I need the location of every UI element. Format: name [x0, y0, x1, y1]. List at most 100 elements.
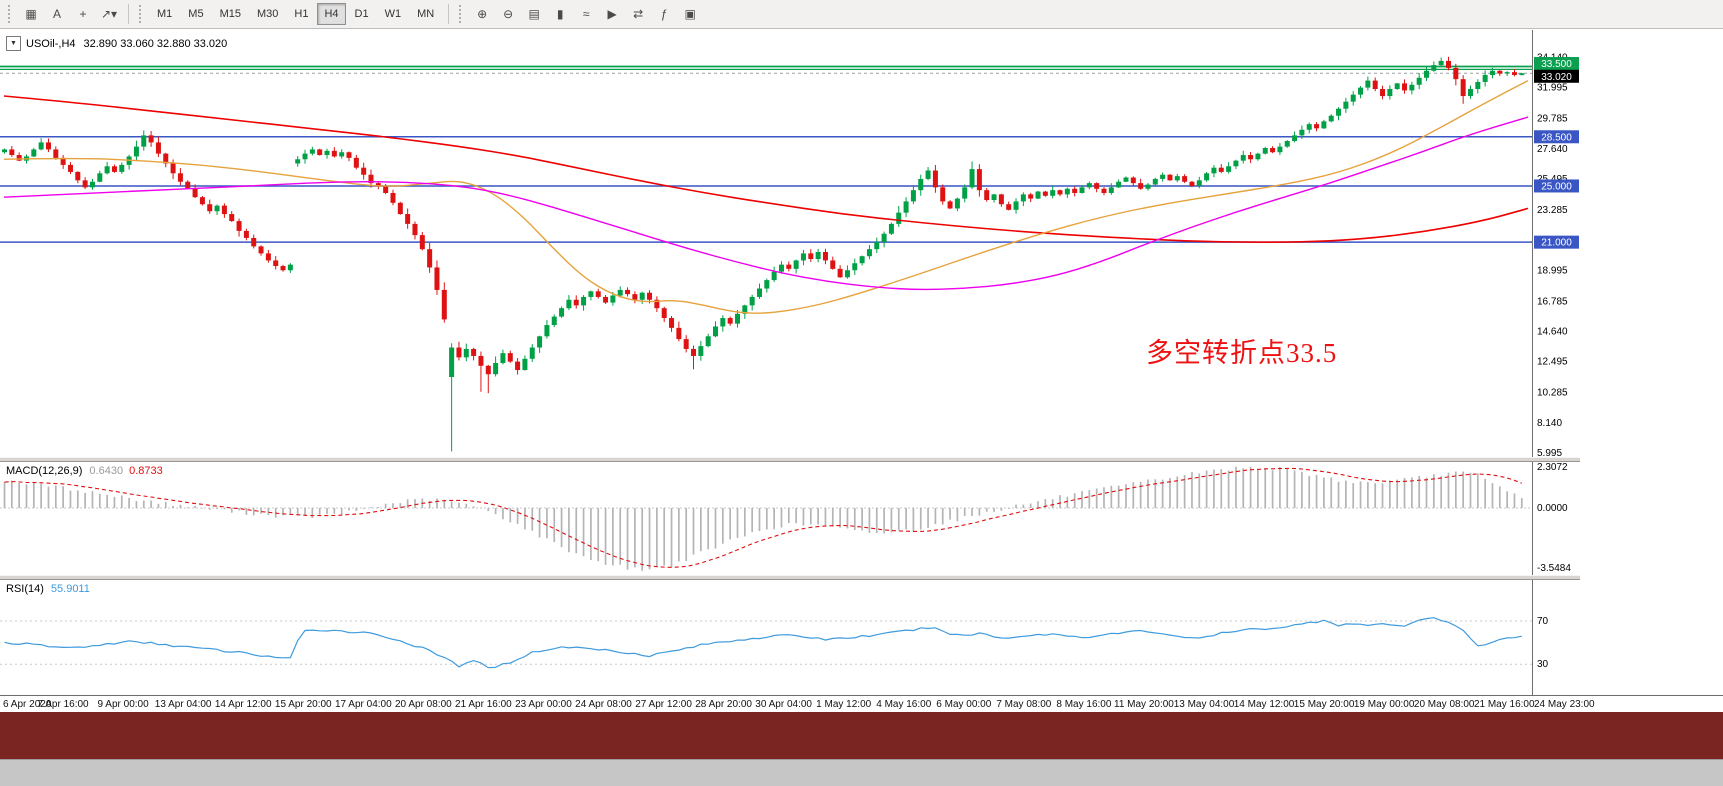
macd-histogram-bar	[1007, 508, 1010, 509]
macd-histogram-bar	[1359, 481, 1362, 508]
candle-body	[698, 346, 704, 356]
main-price-pane[interactable]: 34.14031.99529.78527.64025.49523.28521.1…	[0, 30, 1580, 457]
candle-body	[375, 183, 381, 186]
candlestick-chart-icon[interactable]: ▮	[556, 7, 564, 21]
candle-body	[1160, 174, 1166, 179]
candle-body	[1416, 77, 1422, 85]
timeframe-button-m1[interactable]: M1	[157, 8, 173, 20]
macd-histogram-bar	[678, 508, 680, 562]
candle-body	[361, 167, 367, 175]
candle-body	[1431, 65, 1437, 71]
macd-histogram-bar	[1484, 478, 1487, 508]
toolbar-grip[interactable]	[8, 5, 14, 23]
timeframe-button-m30[interactable]: M30	[256, 8, 279, 20]
toolbar-grip[interactable]	[139, 5, 145, 23]
candle-body	[273, 260, 279, 267]
candle-body	[544, 325, 550, 337]
macd-name: MACD(12,26,9)	[6, 465, 83, 477]
candle-body	[1409, 84, 1415, 91]
bar-chart-icon[interactable]: ▤	[528, 7, 540, 21]
macd-histogram-bar	[919, 508, 922, 530]
macd-histogram-bar	[1440, 476, 1443, 508]
macd-histogram-bar	[729, 508, 732, 540]
charts-grid-icon[interactable]: ▦	[25, 7, 37, 21]
timeframe-button-mn[interactable]: MN	[417, 8, 435, 20]
timeframe-button-h1[interactable]: H1	[294, 8, 309, 20]
macd-histogram-bar	[1337, 481, 1340, 508]
macd-histogram-bar	[69, 490, 72, 508]
time-axis-label: 27 Apr 12:00	[635, 699, 692, 710]
price-tick-label: 10.285	[1537, 388, 1568, 399]
timeframe-button-w1[interactable]: W1	[384, 8, 402, 20]
candle-body	[691, 348, 697, 356]
chart-shift-icon[interactable]: ⇄	[633, 7, 644, 21]
time-axis-label: 4 May 16:00	[876, 699, 932, 710]
candle-body	[947, 201, 953, 209]
chart-header-dropdown-icon[interactable]: ▼	[6, 36, 21, 51]
candle-body	[331, 150, 337, 157]
candle-body	[822, 251, 828, 261]
macd-histogram-bar	[18, 482, 21, 508]
pane-separator[interactable]	[0, 575, 1580, 580]
time-axis[interactable]: 6 Apr 2020 7 Apr 16:00 9 Apr 00:00 13 Apr 0…	[0, 695, 1723, 712]
candle-body	[471, 348, 477, 356]
candle-body	[654, 299, 660, 309]
macd-histogram-bar	[743, 508, 746, 537]
macd-histogram-bar	[135, 501, 138, 508]
timeframe-button-d1[interactable]: D1	[354, 8, 369, 20]
candle-body	[119, 164, 125, 172]
macd-histogram-bar	[1447, 472, 1450, 508]
macd-histogram-bar	[656, 508, 658, 567]
candle-body	[918, 178, 924, 191]
macd-histogram-bar	[1345, 480, 1347, 508]
tile-windows-icon[interactable]: ▣	[684, 7, 696, 21]
macd-histogram-bar	[714, 508, 717, 549]
macd-pane[interactable]: 2.3072 0.0000 -3.5484	[0, 462, 1580, 575]
macd-histogram-bar	[546, 508, 548, 539]
macd-histogram-bar	[311, 508, 314, 519]
macd-histogram-bar	[414, 499, 416, 508]
candle-body	[1226, 166, 1232, 172]
candle-body	[1094, 183, 1100, 189]
current-price-badge-text: 33.020	[1541, 72, 1572, 83]
timeframe-button-m15[interactable]: M15	[219, 8, 241, 20]
timeframe-button-m5[interactable]: M5	[188, 8, 204, 20]
macd-histogram-bar	[1051, 499, 1054, 508]
macd-histogram-bar	[780, 508, 783, 528]
line-chart-icon[interactable]: ≈	[582, 7, 590, 21]
indicators-icon[interactable]: ƒ	[660, 7, 668, 21]
hline-price-badge-text: 28.500	[1541, 132, 1572, 143]
macd-histogram-bar	[1161, 479, 1164, 508]
candle-body	[221, 205, 227, 215]
macd-histogram-bar	[1044, 499, 1047, 508]
candle-body	[1101, 188, 1107, 193]
toolbar-drawing-tools: ▦ A + ↗▾	[18, 2, 122, 26]
arrows-dropdown-icon[interactable]: ↗▾	[100, 7, 118, 21]
timeframe-button-h4[interactable]: H4	[317, 3, 346, 25]
candle-body	[1475, 81, 1481, 90]
macd-histogram-bar	[245, 508, 248, 515]
macd-histogram-bar	[1323, 477, 1325, 508]
chart-text-annotation[interactable]: 多空转折点33.5	[1146, 338, 1338, 368]
candle-body	[1006, 204, 1012, 210]
text-label-tool-icon[interactable]: A	[52, 7, 61, 21]
rsi-pane[interactable]: 70 30	[0, 580, 1580, 695]
macd-histogram-bar	[1513, 493, 1516, 508]
toolbar-grip[interactable]	[459, 5, 465, 23]
pane-separator[interactable]	[0, 457, 1580, 462]
macd-histogram-bar	[164, 501, 167, 508]
zoom-in-icon[interactable]: ⊕	[477, 7, 488, 21]
auto-scroll-icon[interactable]: ▶	[607, 7, 617, 21]
candle-body	[1314, 124, 1320, 129]
price-tick-label: 8.140	[1537, 418, 1562, 429]
candle-body	[764, 280, 770, 289]
crosshair-tool-icon[interactable]: +	[79, 7, 87, 21]
macd-histogram-bar	[333, 508, 336, 514]
macd-histogram-bar	[1066, 496, 1069, 508]
macd-indicator-label: MACD(12,26,9) 0.6430 0.8733	[6, 465, 163, 477]
macd-histogram-bar	[40, 483, 42, 508]
macd-histogram-bar	[861, 508, 863, 531]
zoom-out-icon[interactable]: ⊖	[503, 7, 514, 21]
macd-histogram-bar	[795, 508, 797, 524]
candle-body	[427, 249, 433, 268]
